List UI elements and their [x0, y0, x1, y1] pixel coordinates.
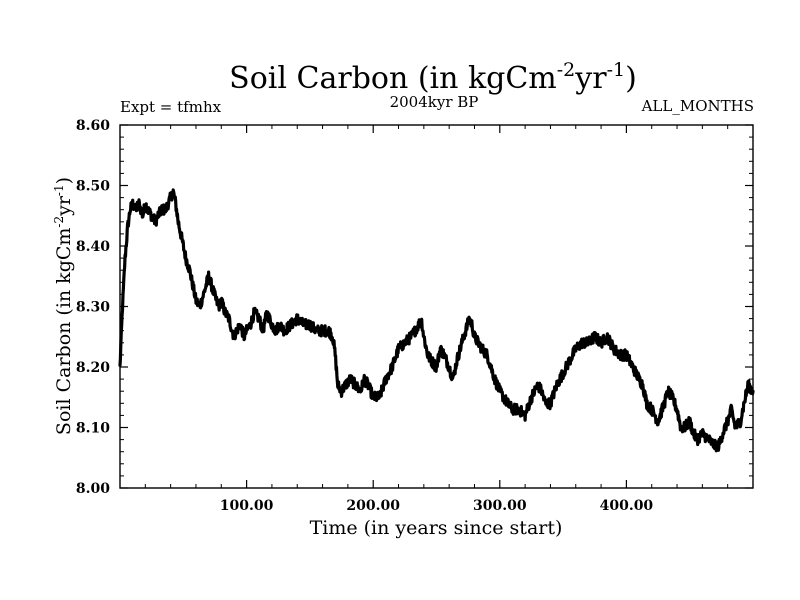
y-axis: 8.00 8.10 8.20 8.30 8.40 8.50 8.60 [76, 118, 753, 497]
x-axis-label: Time (in years since start) [310, 517, 563, 539]
y-tick-label: 8.10 [76, 421, 110, 437]
y-tick-label: 8.00 [76, 481, 110, 497]
expt-label: Expt = tfmhx [120, 98, 222, 116]
y-tick-label: 8.50 [76, 179, 110, 195]
chart-title: Soil Carbon (in kgCm-2yr-1) [229, 59, 637, 96]
y-tick-label: 8.20 [76, 360, 110, 376]
x-tick-label: 300.00 [473, 498, 527, 514]
months-label: ALL_MONTHS [641, 97, 754, 115]
plot-frame [119, 124, 754, 489]
y-tick-label: 8.60 [76, 118, 110, 134]
x-tick-label: 100.00 [220, 498, 274, 514]
y-axis-label: Soil Carbon (in kgCm-2yr-1) [52, 177, 75, 435]
x-tick-label: 400.00 [600, 498, 654, 514]
period-label: 2004kyr BP [390, 93, 479, 111]
x-tick-label: 200.00 [346, 498, 400, 514]
y-tick-label: 8.30 [76, 300, 110, 316]
x-axis: 100.00 200.00 300.00 400.00 [144, 125, 729, 514]
y-tick-label: 8.40 [76, 239, 110, 255]
series-line-soil-carbon [118, 188, 755, 453]
